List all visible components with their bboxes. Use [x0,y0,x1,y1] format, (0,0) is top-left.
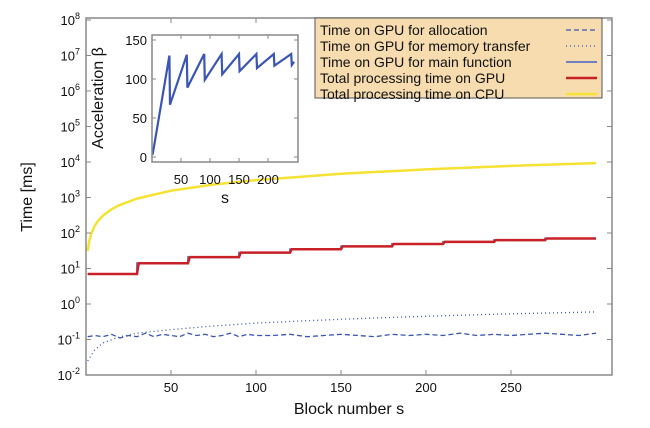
inset-y-axis-label: Acceleration β [90,47,107,149]
inset-series-line [151,50,295,155]
x-tick-label: 200 [415,380,437,395]
legend-label: Time on GPU for memory transfer [320,38,531,54]
inset-y-tick-label: 50 [133,111,147,126]
y-tick-label: 10-1 [58,331,80,348]
legend-box [314,17,603,99]
x-axis-label: Block number s [294,401,404,418]
y-tick-label: 106 [61,82,80,99]
inset-x-axis-label: s [221,190,229,207]
y-tick-label: 103 [61,189,80,206]
y-tick-label: 104 [61,153,80,170]
inset-y-tick-label: 150 [125,33,147,48]
inset-frame [151,34,299,163]
inset-x-tick-label: 100 [199,172,221,187]
y-tick-label: 105 [61,118,80,135]
y-axis-label: Time [ms] [19,162,36,232]
series-line-2 [87,237,596,275]
x-tick-label: 250 [500,380,522,395]
inset-x-tick-label: 50 [174,172,188,187]
inset: 50 100 150 200 0 50 100 150 s Acceleration β [90,33,299,207]
inset-y-tick-label: 0 [140,150,147,165]
y-tick-label: 108 [61,11,80,28]
series-line-4 [86,161,597,252]
legend-label: Time on GPU for allocation [320,22,488,38]
y-tick-label: 107 [61,47,80,64]
x-tick-label: 50 [164,380,178,395]
y-tick-label: 10-2 [58,366,80,383]
legend-label: Total processing time on GPU [320,70,505,86]
inset-background [152,35,298,162]
inset-y-tick-label: 100 [125,72,147,87]
x-tick-label: 150 [330,380,352,395]
x-tick-label: 100 [245,380,267,395]
y-tick-label: 101 [61,260,80,277]
inset-x-tick-label: 150 [228,172,250,187]
inset-x-tick-label: 200 [257,172,279,187]
series-line-0 [87,332,597,339]
series-line-3 [87,237,596,276]
y-tick-label: 100 [61,295,80,312]
series-line-1 [87,311,597,362]
legend-label: Total processing time on CPU [320,86,504,102]
y-tick-label: 102 [61,224,80,241]
legend-label: Time on GPU for main function [320,54,512,70]
